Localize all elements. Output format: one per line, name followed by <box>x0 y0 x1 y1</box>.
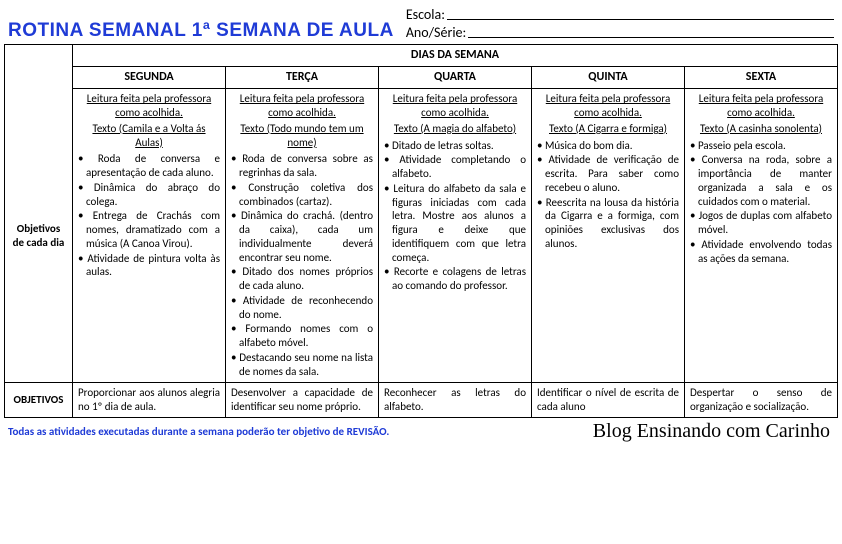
bullet-item: Formando nomes com o alfabeto móvel. <box>231 322 373 350</box>
bullet-item: Construção coletiva dos combinados (cart… <box>231 181 373 209</box>
text-name: Texto (A casinha sonolenta) <box>690 122 832 136</box>
ano-label: Ano/Série: <box>406 24 466 42</box>
bullet-item: Entrega de Crachás com nomes, dramatizad… <box>78 209 220 250</box>
bullet-item: Dinâmica do abraço do colega. <box>78 181 220 209</box>
bullet-item: Dinâmica do crachá. (dentro da caixa), c… <box>231 209 373 264</box>
bullet-item: Destacando seu nome na lista de nomes da… <box>231 351 373 379</box>
bullet-item: Reescrita na lousa da história da Cigarr… <box>537 196 679 251</box>
bullet-item: Jogos de duplas com alfabeto móvel. <box>690 209 832 237</box>
bullet-list: Passeio pela escola.Conversa na roda, so… <box>690 139 832 266</box>
bullet-list: Roda de conversa sobre as regrinhas da s… <box>231 152 373 378</box>
header-meta: Escola: Ano/Série: <box>394 6 834 42</box>
text-name: Texto (Todo mundo tem um nome) <box>231 122 373 150</box>
ano-line: Ano/Série: <box>406 24 834 42</box>
ano-blank <box>468 24 834 38</box>
objective-cell: Reconhecer as letras do alfabeto. <box>379 383 532 418</box>
day-activities-cell: Leitura feita pela professora como acolh… <box>73 89 226 383</box>
bullet-item: Música do bom dia. <box>537 139 679 153</box>
objective-cell: Desenvolver a capacidade de identificar … <box>226 383 379 418</box>
bullet-item: Atividade envolvendo todas as ações da s… <box>690 238 832 266</box>
day-header: QUARTA <box>379 67 532 89</box>
day-activities-cell: Leitura feita pela professora como acolh… <box>226 89 379 383</box>
row-label-activities: Objetivos de cada dia <box>5 89 73 383</box>
objective-cell: Proporcionar aos alunos alegria no 1º di… <box>73 383 226 418</box>
day-header: QUINTA <box>532 67 685 89</box>
day-header: TERÇA <box>226 67 379 89</box>
intro-text: Leitura feita pela professora como acolh… <box>537 92 679 120</box>
blog-credit: Blog Ensinando com Carinho <box>593 420 834 443</box>
rotina-table: DIAS DA SEMANA SEGUNDATERÇAQUARTAQUINTAS… <box>4 44 838 418</box>
bullet-item: Ditado de letras soltas. <box>384 139 526 153</box>
footer: Todas as atividades executadas durante a… <box>4 418 838 443</box>
objective-cell: Identificar o nível de escrita de cada a… <box>532 383 685 418</box>
text-name: Texto (A magia do alfabeto) <box>384 122 526 136</box>
bullet-list: Música do bom dia.Atividade de verificaç… <box>537 139 679 251</box>
bullet-item: Recorte e colagens de letras ao comando … <box>384 265 526 293</box>
text-name: Texto (Camila e a Volta ás Aulas) <box>78 122 220 150</box>
bullet-item: Atividade completando o alfabeto. <box>384 153 526 181</box>
bullet-list: Ditado de letras soltas.Atividade comple… <box>384 139 526 293</box>
bullet-item: Atividade de verificação de escrita. Par… <box>537 153 679 194</box>
escola-blank <box>447 6 834 20</box>
bullet-item: Conversa na roda, sobre a importância de… <box>690 153 832 208</box>
bullet-item: Roda de conversa e apresentação de cada … <box>78 152 220 180</box>
bullet-item: Atividade de pintura volta às aulas. <box>78 252 220 280</box>
row-label-spacer <box>5 45 73 89</box>
day-header: SEGUNDA <box>73 67 226 89</box>
day-header: SEXTA <box>685 67 838 89</box>
bullet-item: Passeio pela escola. <box>690 139 832 153</box>
bullet-item: Leitura do alfabeto da sala e figuras in… <box>384 182 526 265</box>
escola-label: Escola: <box>406 6 445 24</box>
intro-text: Leitura feita pela professora como acolh… <box>384 92 526 120</box>
bullet-item: Atividade de reconhecendo do nome. <box>231 294 373 322</box>
objective-cell: Despertar o senso de organização e socia… <box>685 383 838 418</box>
day-activities-cell: Leitura feita pela professora como acolh… <box>532 89 685 383</box>
days-super-header: DIAS DA SEMANA <box>73 45 838 67</box>
bullet-item: Roda de conversa sobre as regrinhas da s… <box>231 152 373 180</box>
intro-text: Leitura feita pela professora como acolh… <box>231 92 373 120</box>
intro-text: Leitura feita pela professora como acolh… <box>78 92 220 120</box>
day-activities-cell: Leitura feita pela professora como acolh… <box>379 89 532 383</box>
bullet-item: Ditado dos nomes próprios de cada aluno. <box>231 265 373 293</box>
intro-text: Leitura feita pela professora como acolh… <box>690 92 832 120</box>
footnote: Todas as atividades executadas durante a… <box>8 425 593 438</box>
day-activities-cell: Leitura feita pela professora como acolh… <box>685 89 838 383</box>
row-label-objectives: OBJETIVOS <box>5 383 73 418</box>
escola-line: Escola: <box>406 6 834 24</box>
text-name: Texto (A Cigarra e formiga) <box>537 122 679 136</box>
page-title: ROTINA SEMANAL 1ª SEMANA DE AULA <box>8 20 394 42</box>
bullet-list: Roda de conversa e apresentação de cada … <box>78 152 220 279</box>
header: ROTINA SEMANAL 1ª SEMANA DE AULA Escola:… <box>4 4 838 44</box>
